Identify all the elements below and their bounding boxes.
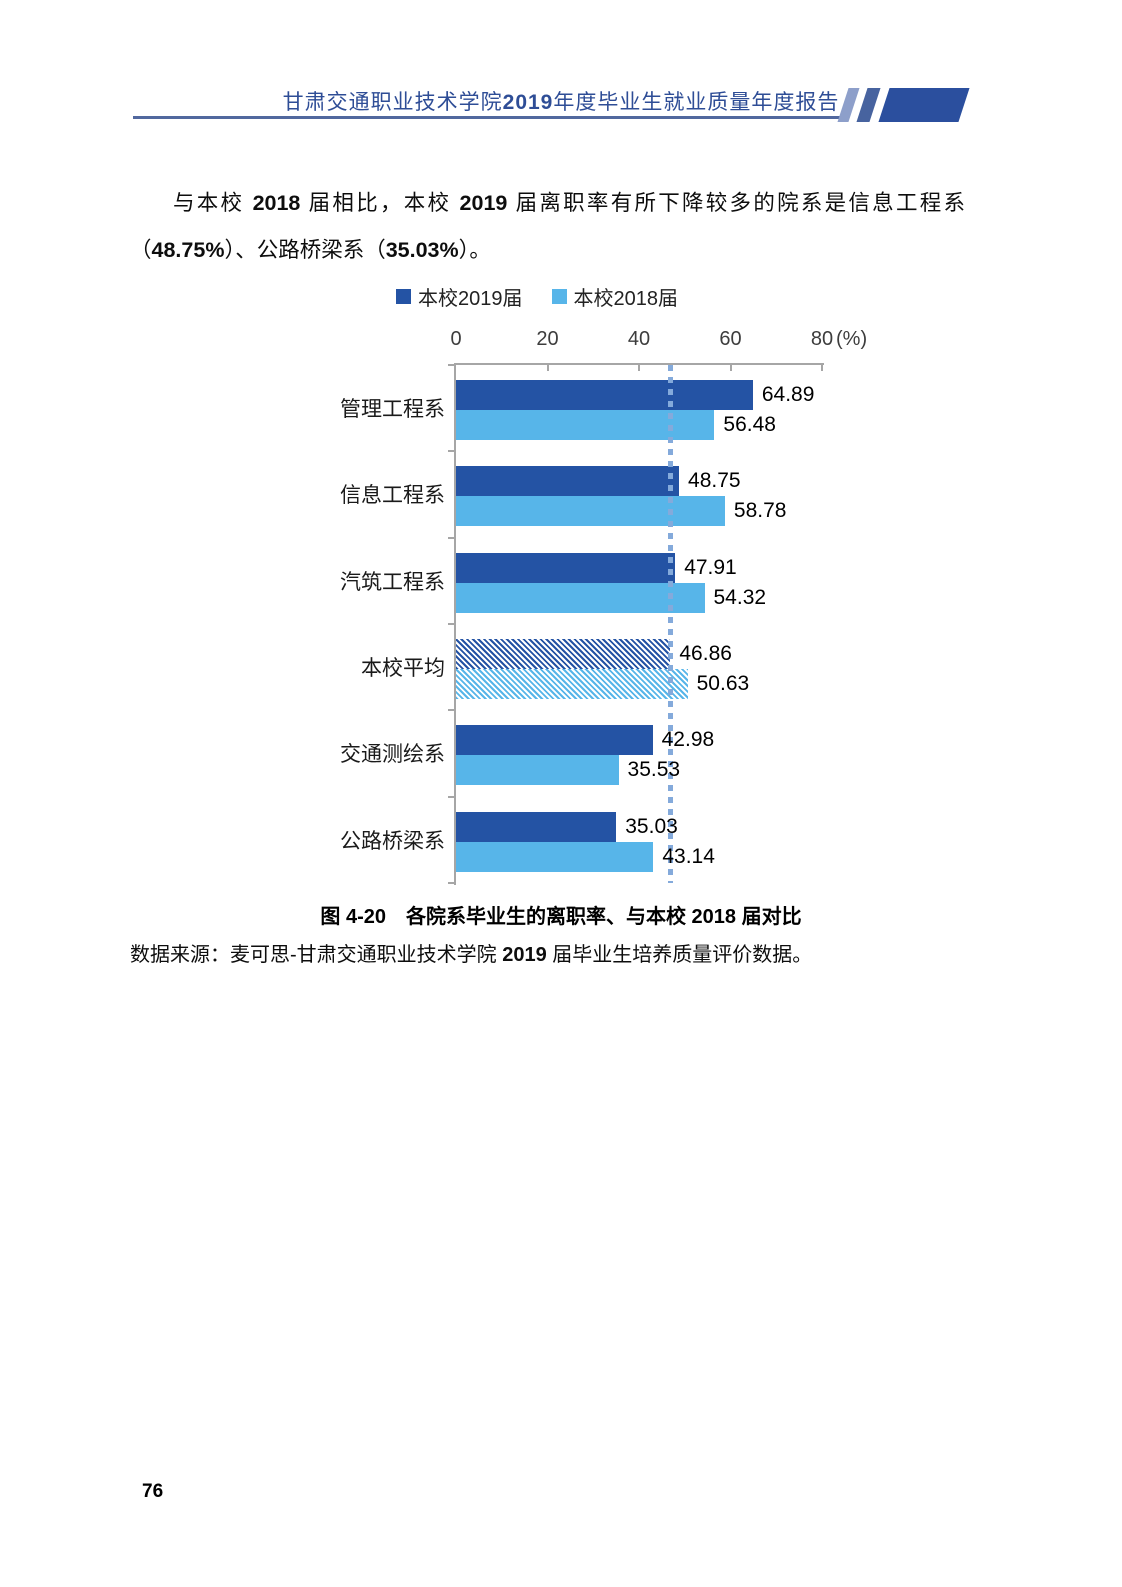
bar-本校2018届-公路桥梁系 bbox=[456, 841, 654, 872]
category-label: 公路桥梁系 bbox=[340, 829, 445, 853]
legend-label: 本校2018届 bbox=[573, 288, 679, 310]
header-rule bbox=[133, 116, 847, 119]
text-segment: 届毕业生培养质量评价数据。 bbox=[546, 944, 813, 966]
x-axis-tick-label: 20 bbox=[536, 328, 559, 350]
x-axis-tick bbox=[821, 365, 823, 371]
legend-swatch-icon bbox=[396, 289, 411, 304]
y-axis-tick bbox=[448, 364, 454, 366]
category-label: 信息工程系 bbox=[340, 484, 445, 508]
bar-value-label: 43.14 bbox=[662, 844, 715, 868]
text-segment: 2019 bbox=[459, 191, 508, 215]
bar-本校2018届-本校平均 bbox=[456, 669, 688, 699]
y-axis-tick bbox=[448, 450, 454, 453]
bar-value-label: 64.89 bbox=[761, 383, 815, 406]
legend-item: 本校2018届 bbox=[551, 282, 679, 311]
x-axis-tick bbox=[729, 365, 732, 371]
text-segment: 数据来源：麦可思-甘肃交通职业技术学院 bbox=[130, 944, 503, 966]
x-axis-tick-label: 60 bbox=[719, 328, 742, 350]
category-label: 管理工程系 bbox=[340, 398, 445, 421]
x-axis-tick-label: 80 bbox=[810, 328, 834, 350]
bar-value-label: 56.48 bbox=[723, 413, 776, 436]
x-axis-tick bbox=[546, 365, 549, 371]
text-segment: 年度毕业生就业质量年度报告 bbox=[553, 91, 840, 114]
x-axis-tick-label: 40 bbox=[627, 328, 651, 350]
bar-本校2019届-管理工程系 bbox=[456, 380, 753, 410]
text-segment: 2019 bbox=[502, 91, 554, 114]
bar-本校2019届-信息工程系 bbox=[456, 466, 680, 497]
bar-value-label: 54.32 bbox=[713, 585, 767, 609]
bar-本校2019届-本校平均 bbox=[456, 639, 671, 669]
text-segment: 届离职率有所下降较多的院系是信息工程系（ bbox=[130, 191, 965, 262]
text-segment: 与本校 bbox=[173, 191, 253, 215]
text-segment: ）。 bbox=[458, 238, 491, 262]
bar-value-label: 47.91 bbox=[684, 555, 737, 579]
bar-本校2018届-汽筑工程系 bbox=[456, 582, 705, 613]
bar-chart: 本校2019届 本校2018届 0 20 40 60 80 (%) 管理工程系 64.89 56.4… bbox=[340, 282, 868, 885]
chart-legend: 本校2019届 本校2018届 bbox=[396, 282, 678, 311]
bar-本校2019届-公路桥梁系 bbox=[456, 811, 617, 842]
text-segment: 甘肃交通职业技术学院 bbox=[282, 91, 503, 114]
text-segment: 届相比，本校 bbox=[300, 191, 460, 215]
bar-本校2018届-交通测绘系 bbox=[456, 755, 619, 786]
reference-line bbox=[667, 365, 673, 883]
body-paragraph: 与本校 2018 届相比，本校 2019 届离职率有所下降较多的院系是信息工程系… bbox=[130, 180, 965, 274]
text-segment: 2019 bbox=[502, 944, 547, 966]
legend-swatch-icon bbox=[551, 289, 567, 304]
axis-line-left bbox=[454, 363, 456, 885]
text-segment: 2018 bbox=[252, 191, 301, 215]
axis-line-top bbox=[454, 363, 824, 365]
text-segment: 35.03% bbox=[385, 238, 459, 262]
category-label: 交通测绘系 bbox=[340, 743, 445, 767]
bar-本校2019届-交通测绘系 bbox=[456, 725, 653, 756]
y-axis-tick bbox=[448, 536, 454, 539]
text-segment: 48.75% bbox=[151, 238, 225, 262]
x-axis-tick-label: 0 bbox=[450, 328, 462, 350]
bar-value-label: 50.63 bbox=[696, 672, 750, 695]
bar-value-label: 35.03 bbox=[625, 814, 678, 838]
y-axis-tick bbox=[448, 623, 454, 625]
page-header-title: 甘肃交通职业技术学院2019年度毕业生就业质量年度报告 bbox=[0, 86, 1122, 116]
y-axis-tick bbox=[448, 709, 454, 712]
y-axis-tick bbox=[448, 795, 454, 798]
data-source-note: 数据来源：麦可思-甘肃交通职业技术学院 2019 届毕业生培养质量评价数据。 bbox=[130, 938, 990, 967]
x-axis-unit-label: (%) bbox=[836, 328, 868, 350]
figure-caption: 图 4-20 各院系毕业生的离职率、与本校 2018 届对比 bbox=[320, 906, 802, 928]
bar-value-label: 58.78 bbox=[733, 499, 787, 523]
bar-本校2018届-管理工程系 bbox=[456, 410, 715, 440]
legend-item: 本校2019届 bbox=[396, 282, 523, 311]
legend-label: 本校2019届 bbox=[418, 288, 523, 310]
category-label: 汽筑工程系 bbox=[340, 570, 445, 594]
page-number: 76 bbox=[142, 1481, 164, 1502]
bar-value-label: 35.53 bbox=[627, 758, 681, 782]
bar-value-label: 42.98 bbox=[661, 728, 715, 752]
x-axis-tick bbox=[638, 365, 640, 371]
y-axis-tick bbox=[448, 882, 454, 884]
bar-本校2019届-汽筑工程系 bbox=[456, 552, 676, 583]
bar-value-label: 46.86 bbox=[679, 642, 732, 665]
text-segment: ）、公路桥梁系（ bbox=[224, 238, 386, 262]
bar-value-label: 48.75 bbox=[688, 469, 741, 493]
category-label: 本校平均 bbox=[361, 657, 445, 680]
bar-本校2018届-信息工程系 bbox=[456, 496, 725, 527]
